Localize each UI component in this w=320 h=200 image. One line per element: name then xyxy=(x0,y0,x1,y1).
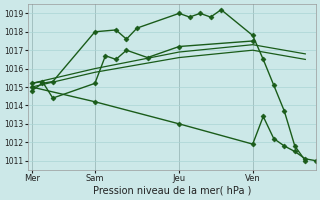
X-axis label: Pression niveau de la mer( hPa ): Pression niveau de la mer( hPa ) xyxy=(92,186,251,196)
